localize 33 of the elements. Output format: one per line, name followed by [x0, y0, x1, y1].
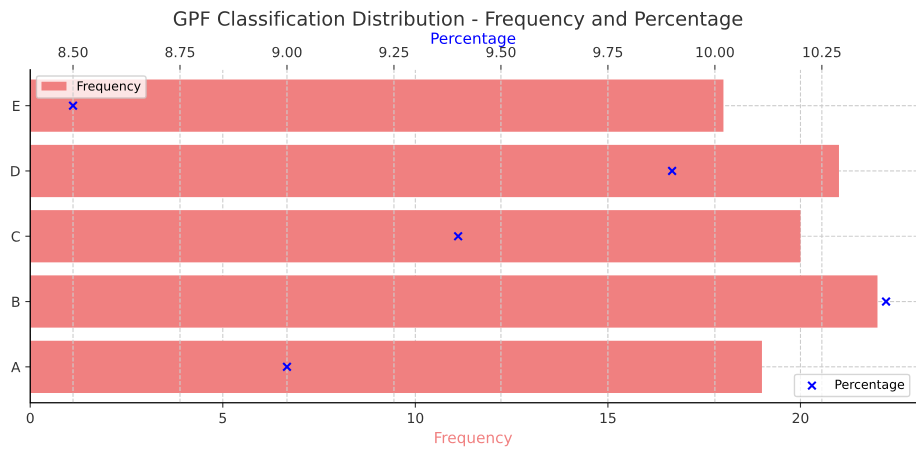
x-tick-label: 20 [792, 412, 808, 424]
y-tick-label: C [12, 231, 20, 242]
x-axis-title: Frequency [435, 432, 512, 446]
x2-tick-label: 10.25 [804, 46, 841, 58]
bar [30, 210, 800, 262]
point [68, 100, 78, 111]
y-tick-label: B [12, 296, 20, 307]
x-tick-label: 15 [600, 412, 616, 424]
bar [30, 340, 762, 393]
bar [30, 80, 724, 132]
x2-axis-title: Percentage [432, 32, 516, 47]
legend-label: Percentage [836, 380, 904, 392]
x2-tick-label: 8.50 [58, 46, 88, 58]
point [667, 166, 677, 176]
x-tick-label: 10 [408, 412, 424, 424]
point [881, 296, 891, 306]
bar [30, 144, 839, 198]
x2-tick-label: 9.00 [272, 46, 302, 58]
x2-tick-label: 9.25 [379, 46, 408, 58]
x2-tick-label: 9.75 [593, 46, 622, 58]
x-tick-label: 5 [219, 412, 226, 424]
point [453, 231, 463, 242]
x2-tick-label: 8.75 [165, 46, 194, 58]
x2-tick-label: 10.00 [696, 46, 734, 58]
y-tick-label: D [11, 166, 20, 176]
chart-title: GPF Classification Distribution - Frequency and Percentage [174, 10, 742, 30]
bar [30, 275, 878, 328]
point [282, 362, 292, 372]
x-tick-label: 0 [26, 412, 34, 424]
y-tick-label: A [11, 362, 20, 372]
x2-tick-label: 9.50 [486, 46, 516, 58]
y-tick-label: E [13, 100, 20, 111]
legend-label: Frequency [78, 81, 141, 94]
